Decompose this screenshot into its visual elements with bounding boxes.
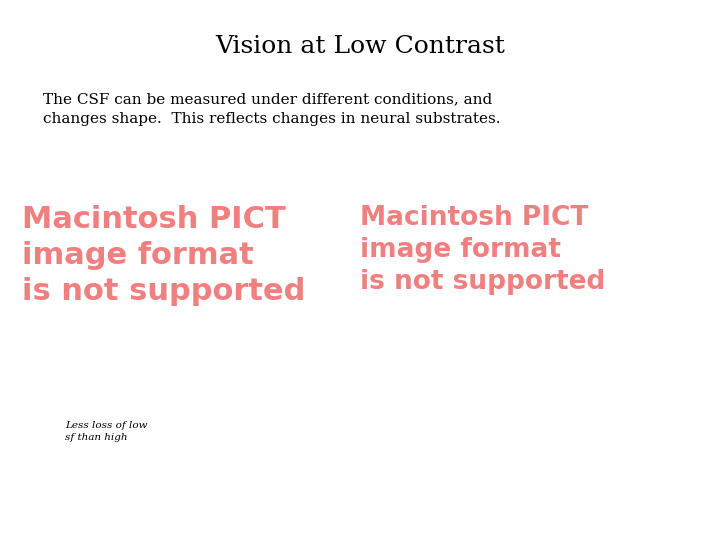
Text: Less loss of low
sf than high: Less loss of low sf than high (65, 421, 148, 442)
Text: Vision at Low Contrast: Vision at Low Contrast (215, 35, 505, 58)
Text: Macintosh PICT
image format
is not supported: Macintosh PICT image format is not suppo… (22, 205, 305, 306)
Text: Macintosh PICT
image format
is not supported: Macintosh PICT image format is not suppo… (360, 205, 606, 295)
Text: The CSF can be measured under different conditions, and
changes shape.  This ref: The CSF can be measured under different … (43, 92, 500, 126)
